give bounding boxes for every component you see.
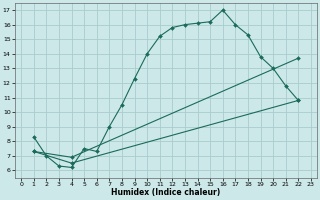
X-axis label: Humidex (Indice chaleur): Humidex (Indice chaleur) xyxy=(111,188,221,197)
